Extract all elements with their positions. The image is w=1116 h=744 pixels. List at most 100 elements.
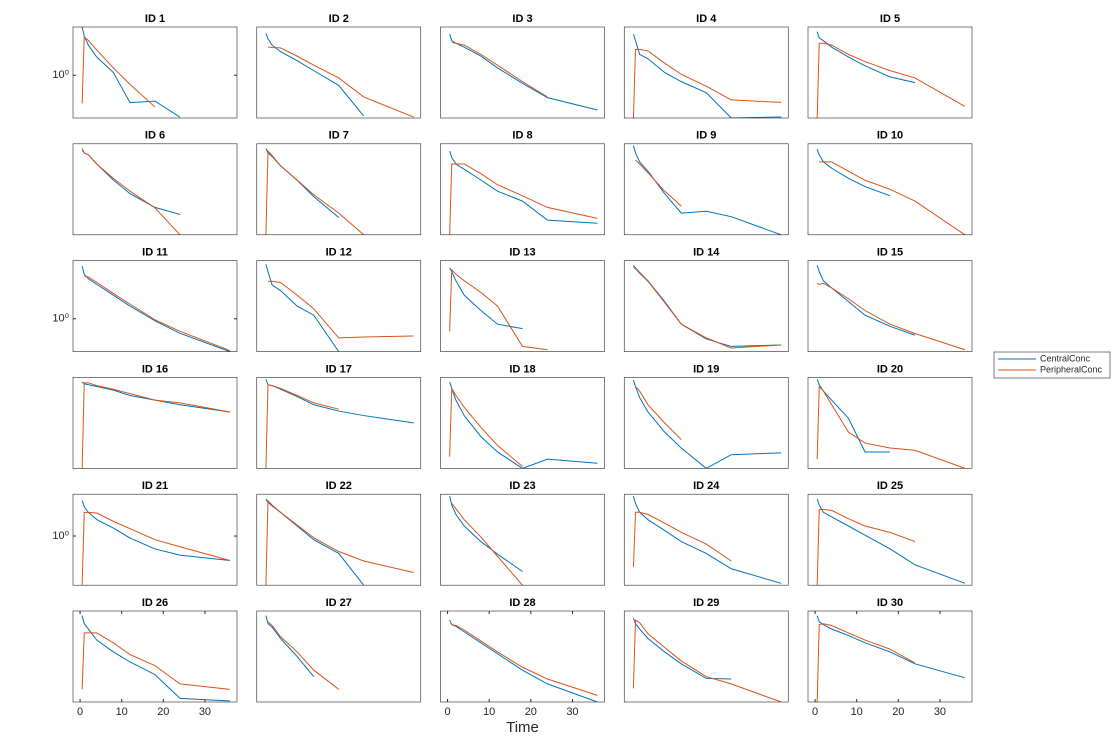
series-line xyxy=(81,36,156,108)
axes-box xyxy=(72,493,238,586)
panel: ID 12 xyxy=(256,247,422,352)
plot-area xyxy=(808,27,972,118)
panel: ID 20 xyxy=(807,363,973,469)
panel-title: ID 12 xyxy=(326,247,352,259)
series-line xyxy=(816,385,966,469)
axes-box xyxy=(623,493,789,586)
panel-title: ID 5 xyxy=(880,13,900,25)
panel: ID 4 xyxy=(623,13,789,119)
plot-area xyxy=(624,260,789,352)
panel-title: ID 25 xyxy=(877,480,903,492)
axes-box xyxy=(72,143,238,236)
series-line xyxy=(632,34,782,118)
series-group xyxy=(449,150,598,235)
series-line xyxy=(449,150,598,224)
panel-title: ID 28 xyxy=(509,597,535,609)
panel-title: ID 27 xyxy=(326,597,352,609)
panel: ID 7 xyxy=(256,130,422,236)
panel: ID 11 10⁰ xyxy=(52,247,238,352)
series-group xyxy=(265,264,414,352)
x-tick-label: 10 xyxy=(116,706,128,718)
plot-area xyxy=(440,27,605,118)
panel: ID 2 xyxy=(256,13,422,119)
x-tick-label: 0 xyxy=(445,706,451,718)
panel: ID 29 xyxy=(623,597,789,703)
series-line xyxy=(633,266,782,349)
panel: ID 1 10⁰ xyxy=(52,13,238,119)
panel: ID 25 xyxy=(807,480,973,586)
panel-title: ID 26 xyxy=(142,597,168,609)
x-axis-label: Time xyxy=(506,719,539,736)
plot-area xyxy=(73,27,237,118)
y-tick-label: 10⁰ xyxy=(52,313,69,325)
panel: ID 22 xyxy=(256,480,422,586)
series-line xyxy=(819,161,966,235)
series-line xyxy=(451,41,548,98)
panel-title: ID 4 xyxy=(696,13,717,25)
axes-box xyxy=(623,260,789,352)
series-line xyxy=(816,265,916,336)
panel-title: ID 19 xyxy=(693,363,719,375)
panel: ID 15 xyxy=(807,247,973,352)
series-group xyxy=(449,619,598,702)
panel-title: ID 3 xyxy=(512,13,532,25)
panel-title: ID 6 xyxy=(145,130,165,142)
panel-title: ID 20 xyxy=(877,363,903,375)
y-tick-label: 10⁰ xyxy=(52,530,69,542)
panel-title: ID 30 xyxy=(877,597,903,609)
panel: ID 10 xyxy=(807,130,973,236)
plot-area xyxy=(808,377,972,469)
panel-title: ID 16 xyxy=(142,363,168,375)
series-line xyxy=(632,619,782,702)
x-tick-label: 20 xyxy=(157,706,169,718)
series-line xyxy=(265,264,340,352)
axes-box xyxy=(807,26,973,119)
x-tick-label: 0 xyxy=(77,706,83,718)
plot-area xyxy=(73,260,237,352)
series-group xyxy=(816,498,966,586)
panel-title: ID 29 xyxy=(693,597,719,609)
panel: ID 26 0 10 20 30 xyxy=(72,597,238,718)
plot-area xyxy=(808,611,972,702)
series-group xyxy=(265,33,414,118)
panel: ID 16 xyxy=(72,363,238,469)
axes-box xyxy=(440,377,605,469)
panel-title: ID 9 xyxy=(696,130,716,142)
axes-box xyxy=(72,260,238,352)
plot-area xyxy=(256,377,421,469)
axes-box xyxy=(72,610,238,703)
axes-box xyxy=(440,493,605,586)
panel-title: ID 7 xyxy=(329,130,349,142)
series-line xyxy=(81,148,181,235)
series-line xyxy=(449,268,548,351)
axes-box xyxy=(623,143,789,236)
plot-area xyxy=(256,143,421,235)
axes-box xyxy=(256,377,422,469)
series-group xyxy=(265,498,414,586)
axes-box xyxy=(72,26,238,119)
axes-box xyxy=(807,610,973,703)
plot-area xyxy=(440,377,605,469)
plot-area xyxy=(73,377,237,469)
axes-box xyxy=(440,610,605,703)
series-line xyxy=(265,149,365,235)
panel-title: ID 22 xyxy=(326,480,352,492)
series-group xyxy=(449,33,598,111)
axes-box xyxy=(256,493,422,586)
series-line xyxy=(449,33,598,111)
plot-area xyxy=(624,377,789,469)
axes-box xyxy=(256,260,422,352)
x-tick-label: 30 xyxy=(566,706,578,718)
series-group xyxy=(633,264,782,349)
panel: ID 30 0 10 20 30 xyxy=(807,597,973,718)
series-line xyxy=(449,163,598,235)
series-line xyxy=(632,495,782,584)
series-group xyxy=(816,149,966,235)
plot-area xyxy=(624,494,789,586)
series-line xyxy=(635,159,682,207)
x-tick-label: 20 xyxy=(525,706,537,718)
series-line xyxy=(449,386,523,467)
panel: ID 14 xyxy=(623,247,789,352)
series-line xyxy=(449,381,598,469)
axes-box xyxy=(623,610,789,703)
